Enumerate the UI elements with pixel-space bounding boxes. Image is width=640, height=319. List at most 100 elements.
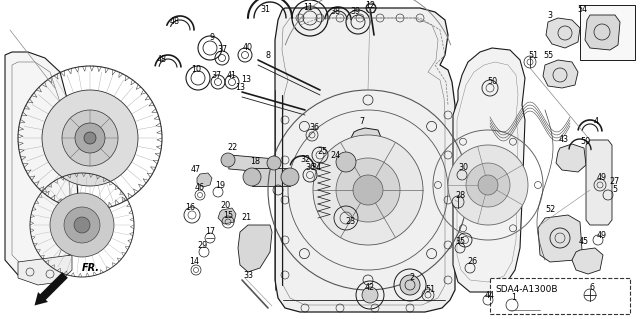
Circle shape [84,132,96,144]
Polygon shape [18,255,72,285]
Text: 33: 33 [243,271,253,279]
Text: 18: 18 [250,158,260,167]
Text: 7: 7 [360,117,365,127]
Text: 32: 32 [300,155,310,165]
Text: 6: 6 [589,284,595,293]
Circle shape [336,152,356,172]
Text: 14: 14 [189,257,199,266]
Text: 36: 36 [305,164,315,173]
Polygon shape [197,173,212,187]
Bar [228,155,272,173]
Polygon shape [538,215,582,262]
Circle shape [448,145,528,225]
Circle shape [400,275,420,295]
Circle shape [50,193,114,257]
Circle shape [243,168,261,186]
Text: 2: 2 [410,273,415,283]
Text: 16: 16 [185,204,195,212]
Bar [580,5,635,60]
Text: 3: 3 [547,11,552,20]
Polygon shape [350,128,382,215]
Circle shape [42,90,138,186]
Text: 23: 23 [345,218,355,226]
Circle shape [313,135,423,245]
Text: 54: 54 [577,5,587,14]
Polygon shape [218,208,236,224]
Text: 46: 46 [195,183,205,192]
Text: 40: 40 [243,43,253,53]
Text: 28: 28 [455,191,465,201]
Text: 38: 38 [330,8,340,17]
Text: 43: 43 [559,136,569,145]
Polygon shape [546,18,580,48]
Text: 30: 30 [458,164,468,173]
Polygon shape [586,140,612,225]
Text: 15: 15 [223,211,233,219]
Circle shape [64,207,100,243]
Text: 51: 51 [528,50,538,60]
Bar [490,278,630,314]
Circle shape [281,168,299,186]
Text: 35: 35 [455,238,465,247]
Circle shape [478,175,498,195]
Text: 12: 12 [365,2,375,11]
Circle shape [74,217,90,233]
Text: 19: 19 [215,181,225,189]
Text: 13: 13 [235,84,245,93]
Polygon shape [585,15,620,50]
Text: 26: 26 [467,257,477,266]
Text: 39: 39 [350,8,360,17]
Text: 10: 10 [191,65,201,75]
Polygon shape [275,8,455,312]
Polygon shape [572,248,603,274]
Text: 11: 11 [303,4,313,12]
Text: 31: 31 [260,5,270,14]
Text: 29: 29 [197,241,207,249]
Text: 5: 5 [612,186,618,195]
Polygon shape [543,60,578,88]
Text: 55: 55 [543,50,553,60]
Polygon shape [556,144,586,172]
Circle shape [336,158,400,222]
Text: 24: 24 [330,151,340,160]
Circle shape [267,156,281,170]
Text: 34: 34 [311,164,321,173]
Bar [252,168,290,186]
Text: 51: 51 [425,286,435,294]
Text: 20: 20 [220,201,230,210]
Text: 50: 50 [580,137,590,146]
Text: 9: 9 [209,33,214,42]
Circle shape [75,123,105,153]
Text: 44: 44 [485,291,495,300]
Text: 41: 41 [227,70,237,79]
Text: 8: 8 [266,50,271,60]
Circle shape [221,153,235,167]
Text: 42: 42 [365,284,375,293]
Polygon shape [453,48,525,292]
Text: 1: 1 [511,293,516,302]
Polygon shape [5,52,78,280]
Circle shape [353,175,383,205]
Bar [332,162,360,217]
FancyArrow shape [35,272,68,306]
Circle shape [362,287,378,303]
Text: 49: 49 [597,174,607,182]
Text: SDA4-A1300B: SDA4-A1300B [495,285,557,294]
Text: 45: 45 [579,238,589,247]
Text: 36: 36 [309,123,319,132]
Text: 13: 13 [241,76,251,85]
Text: FR.: FR. [82,263,100,273]
Polygon shape [238,225,272,272]
Text: 4: 4 [593,117,598,127]
Text: 17: 17 [205,227,215,236]
Text: 21: 21 [241,213,251,222]
Text: 50: 50 [487,78,497,86]
Text: 22: 22 [227,144,237,152]
Text: 47: 47 [191,166,201,174]
Text: 52: 52 [545,205,555,214]
Circle shape [62,110,118,166]
Text: 48: 48 [157,56,167,64]
Text: 37: 37 [217,46,227,55]
Text: 25: 25 [317,147,327,157]
Text: 49: 49 [597,231,607,240]
